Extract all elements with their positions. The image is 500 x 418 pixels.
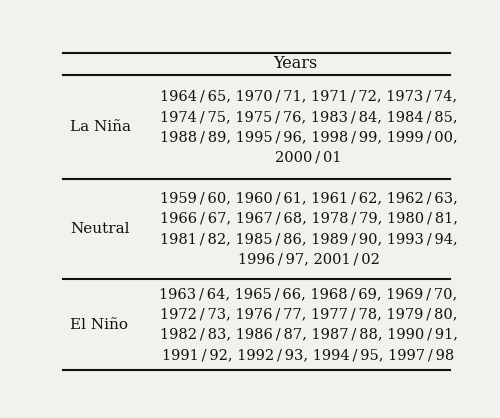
Text: 1991 / 92, 1992 / 93, 1994 / 95, 1997 / 98: 1991 / 92, 1992 / 93, 1994 / 95, 1997 / …: [162, 348, 455, 362]
Text: 1963 / 64, 1965 / 66, 1968 / 69, 1969 / 70,: 1963 / 64, 1965 / 66, 1968 / 69, 1969 / …: [160, 287, 458, 301]
Text: 1988 / 89, 1995 / 96, 1998 / 99, 1999 / 00,: 1988 / 89, 1995 / 96, 1998 / 99, 1999 / …: [160, 130, 458, 144]
Text: Years: Years: [273, 56, 317, 72]
Text: La Niña: La Niña: [70, 120, 131, 134]
Text: 1959 / 60, 1960 / 61, 1961 / 62, 1962 / 63,: 1959 / 60, 1960 / 61, 1961 / 62, 1962 / …: [160, 191, 458, 205]
Text: 1964 / 65, 1970 / 71, 1971 / 72, 1973 / 74,: 1964 / 65, 1970 / 71, 1971 / 72, 1973 / …: [160, 90, 457, 104]
Text: Neutral: Neutral: [70, 222, 130, 236]
Text: El Niño: El Niño: [70, 318, 128, 331]
Text: 1982 / 83, 1986 / 87, 1987 / 88, 1990 / 91,: 1982 / 83, 1986 / 87, 1987 / 88, 1990 / …: [160, 328, 458, 342]
Text: 1981 / 82, 1985 / 86, 1989 / 90, 1993 / 94,: 1981 / 82, 1985 / 86, 1989 / 90, 1993 / …: [160, 232, 458, 246]
Text: 1974 / 75, 1975 / 76, 1983 / 84, 1984 / 85,: 1974 / 75, 1975 / 76, 1983 / 84, 1984 / …: [160, 110, 458, 124]
Text: 1972 / 73, 1976 / 77, 1977 / 78, 1979 / 80,: 1972 / 73, 1976 / 77, 1977 / 78, 1979 / …: [160, 307, 458, 321]
Text: 1966 / 67, 1967 / 68, 1978 / 79, 1980 / 81,: 1966 / 67, 1967 / 68, 1978 / 79, 1980 / …: [160, 212, 458, 226]
Text: 2000 / 01: 2000 / 01: [276, 150, 342, 165]
Text: 1996 / 97, 2001 / 02: 1996 / 97, 2001 / 02: [238, 252, 380, 266]
